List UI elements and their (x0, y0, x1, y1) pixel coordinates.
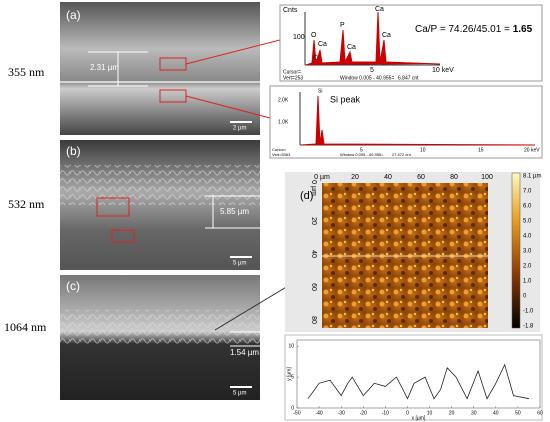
x-tick-label: 0 µm (314, 174, 330, 181)
y-tick-label: 80 (310, 316, 317, 324)
y-tick-label: 2.0K (278, 97, 289, 103)
x-tick-label: 60 (417, 174, 425, 181)
peak-label: P (340, 22, 345, 29)
colorbar-label: 5.0 (523, 219, 532, 225)
row-label: 1064 nm (4, 320, 47, 334)
x-tick-label: 60 (537, 410, 543, 416)
y-tick-label: 100 (293, 34, 305, 41)
x-tick-label: 80 (450, 174, 458, 181)
x-tick-label: 5 (360, 147, 363, 153)
x-tick-label: 10 keV (432, 67, 454, 74)
y-tick-label: 60 (310, 283, 317, 291)
x-tick-label: 20 (351, 174, 359, 181)
ratio: Ca/P = 74.26/45.01 = 1.65 (415, 24, 533, 35)
colorbar-label: 3.0 (523, 249, 532, 255)
peak-label: O (311, 32, 317, 39)
panel-label: (d) (300, 190, 313, 202)
x-tick-label: 40 (384, 174, 392, 181)
x-tick-label: 10 (427, 410, 433, 416)
y-axis-label: y [µm] (286, 367, 292, 381)
scale-bar-label: 2 µm (233, 126, 246, 132)
y-title: Cnts (283, 7, 298, 14)
colorbar-label: 4.0 (523, 234, 532, 240)
x-tick-label: 10 (420, 147, 426, 153)
x-tick-label: 20 keV (524, 147, 540, 153)
panel-label: (b) (66, 144, 81, 158)
x-tick-label: 30 (471, 410, 477, 416)
x-tick-label: 5 (370, 67, 374, 74)
peak-label: Ca (382, 32, 391, 39)
profile-line (307, 363, 530, 400)
colorbar-label: 1.0 (523, 279, 532, 285)
ratio-value: 1.65 (513, 24, 533, 35)
afm-map: (d) 0 µm 20 40 60 80 100 0 µm 20 40 60 80 8.1 µm 7.0… (285, 172, 541, 332)
count: 6.847 cnt (398, 75, 419, 81)
panel-label: (c) (66, 279, 80, 293)
x-tick-label: -50 (293, 410, 300, 416)
x-tick-label: 50 (515, 410, 521, 416)
colorbar-label: -1.0 (523, 309, 534, 315)
y-tick-label: 20 (310, 217, 317, 225)
x-tick-label: -10 (382, 410, 389, 416)
thickness-label: 5.85 µm (220, 207, 249, 216)
count: 27.472 cnt (392, 152, 412, 157)
y-tick-label: 0 (291, 405, 294, 411)
vert: Vert=253 (283, 75, 303, 81)
vert: Vert=5363 (272, 152, 291, 157)
x-tick-label: 15 (478, 147, 484, 153)
colorbar-label: 2.0 (523, 264, 532, 270)
arrow (185, 39, 281, 65)
x-tick-label: 20 (449, 410, 455, 416)
peak-label: Si (318, 88, 322, 94)
x-tick-label: 0 (406, 410, 409, 416)
y-tick-label: 10 (288, 344, 294, 350)
y-tick-label: 0 µm (310, 180, 317, 196)
row-label: 532 nm (8, 197, 45, 211)
sem-panel-c: (c) 1.54 µm 5 µm (60, 275, 289, 400)
annotation: Si peak (330, 94, 361, 104)
cursor: Cursor= (272, 147, 287, 152)
thickness-label: 2.31 µm (90, 63, 119, 72)
x-tick-label: 100 (481, 174, 493, 181)
colorbar-label: 7.0 (523, 189, 532, 195)
edx-spectrum: Cnts 100 O Ca C P Ca Ca Ca Ca/P = 74.26/… (279, 4, 543, 82)
edx-si-spectrum: 2.0K 1.0K Si Si peak 5 10 15 20 keV Curs… (269, 85, 543, 159)
window: Window 0.005 - 40.955= (340, 152, 384, 157)
scale-bar-label: 5 µm (233, 261, 246, 267)
row-label: 355 nm (8, 65, 45, 79)
colorbar-label: 0 (523, 294, 527, 300)
panel-label: (a) (66, 8, 81, 22)
peak-label: Ca (318, 41, 327, 48)
scale-bar-label: 5 µm (233, 391, 246, 397)
sem-panel-a: (a) 2.31 µm 2 µm (60, 2, 260, 135)
sem-panel-b: (b) 5.85 µm 5 µm (60, 140, 270, 270)
peak-label: Ca (375, 6, 384, 13)
ratio-text: Ca/P = 74.26/45.01 = (415, 24, 510, 35)
colorbar-label: 8.1 µm (523, 174, 541, 180)
colorbar-label: -1.8 (523, 324, 534, 330)
peak-label: C (313, 55, 318, 62)
colorbar-label: 6.0 (523, 204, 532, 210)
peak-label: Ca (347, 44, 356, 51)
thickness-label: 1.54 µm (230, 348, 259, 357)
x-tick-label: -20 (360, 410, 367, 416)
x-tick-label: -40 (315, 410, 322, 416)
x-axis-label: x [µm] (412, 415, 426, 421)
window: Window 0.005 - 40.955= (340, 75, 394, 81)
y-tick-label: 1.0K (278, 119, 289, 125)
y-tick-label: 5 (291, 374, 294, 380)
y-tick-label: 40 (310, 250, 317, 258)
x-tick-label: -30 (338, 410, 345, 416)
cursor: Cursor= (283, 69, 301, 75)
x-tick-label: 40 (493, 410, 499, 416)
arrow (185, 95, 271, 119)
